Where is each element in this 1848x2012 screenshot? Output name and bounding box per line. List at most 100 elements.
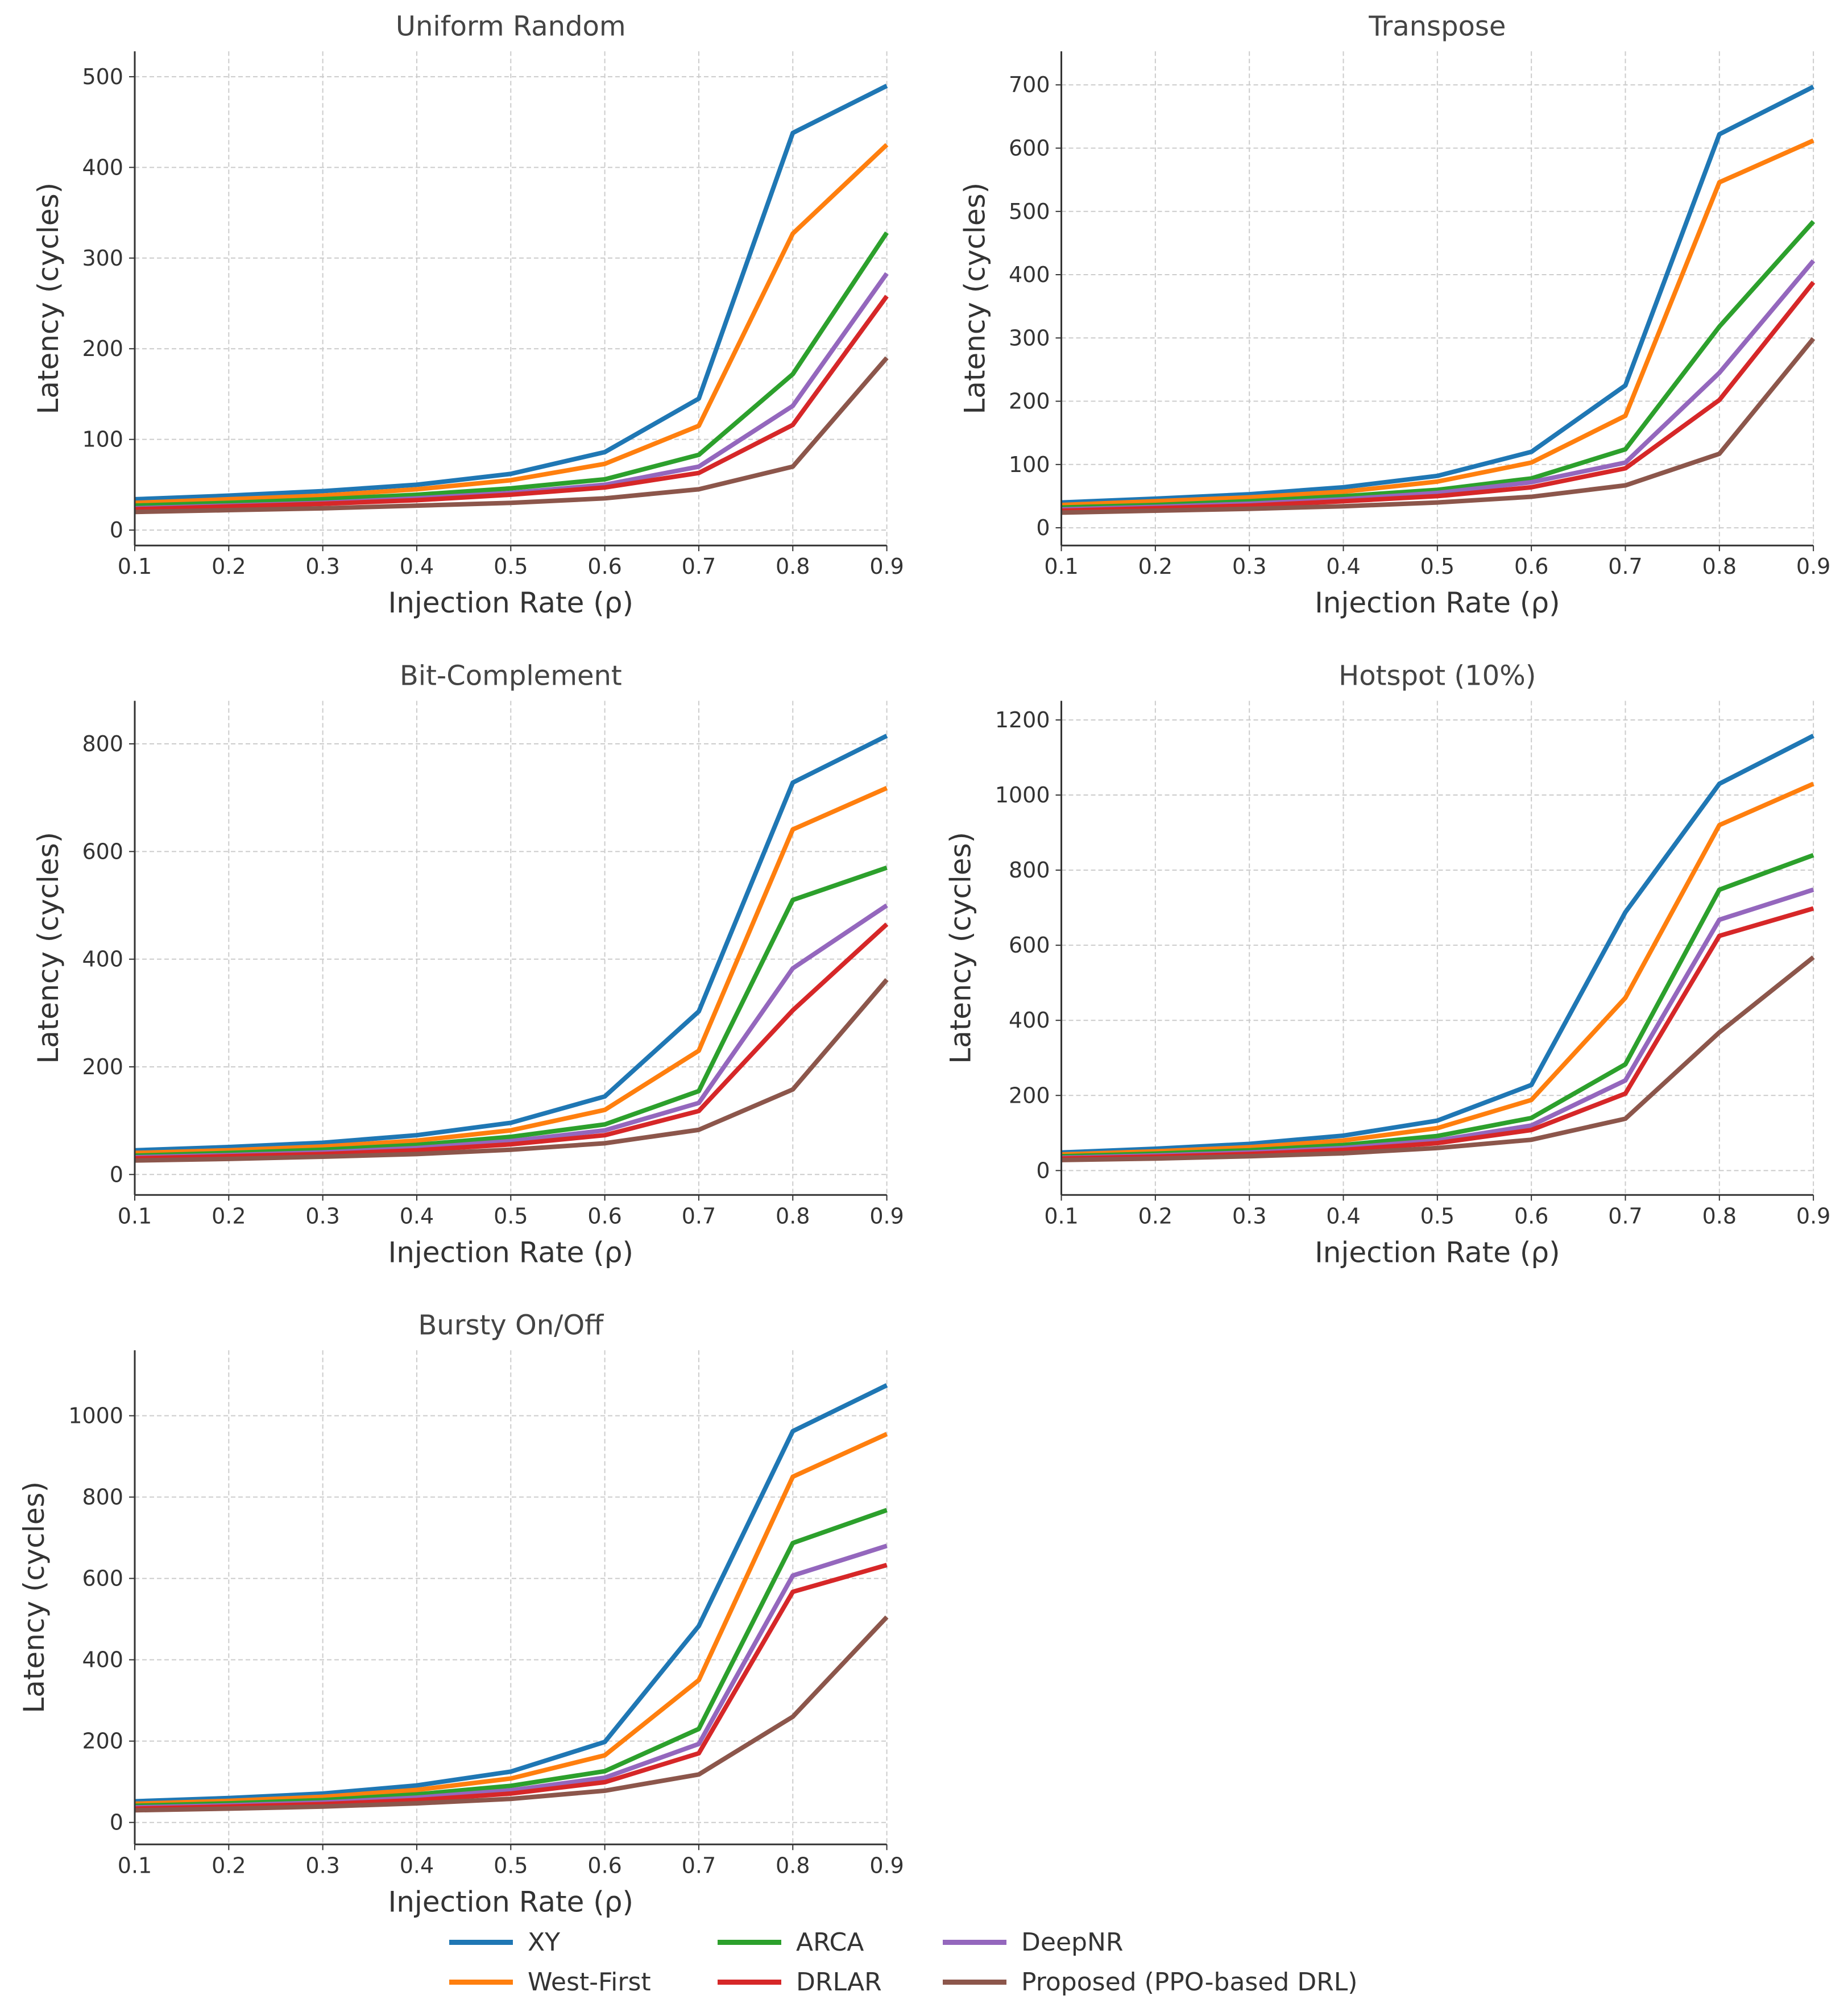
chart-panel-hotspot-10: 0.1 0.2 0.3 0.4 0.5 0.6 0.7 0.8 0.9 0 200 400 600 800… [944, 660, 1831, 1269]
x-tick-label: 0.7 [682, 1853, 716, 1878]
y-axis-label: Latency (cycles) [32, 183, 65, 415]
y-tick-label: 800 [82, 731, 123, 756]
x-tick-label: 0.9 [1796, 1203, 1830, 1228]
chart-title: Bit-Complement [400, 660, 622, 692]
legend-label: ARCA [796, 1927, 864, 1957]
y-tick-label: 700 [1009, 72, 1050, 97]
x-tick-label: 0.1 [118, 1853, 152, 1878]
series-line-xy [134, 84, 888, 502]
legend-item-drlar: DRLAR [718, 1965, 882, 1999]
x-axis-label: Injection Rate (ρ) [1315, 586, 1560, 619]
series-line-xy [1061, 85, 1814, 505]
y-tick-label: 800 [82, 1485, 123, 1510]
x-axis-label: Injection Rate (ρ) [388, 1885, 634, 1918]
y-tick-label: 1000 [68, 1404, 123, 1429]
x-tick-label: 0.4 [400, 1203, 434, 1228]
legend-label: West-First [528, 1967, 651, 1997]
legend: XY West-First ARCA DRLAR DeepNR Proposed… [449, 1925, 1416, 2010]
y-tick-label: 400 [1009, 1008, 1050, 1033]
series-line-arca [134, 865, 888, 1158]
x-tick-label: 0.8 [1702, 1203, 1737, 1228]
series-line-xy [1061, 734, 1814, 1155]
y-tick-label: 300 [1009, 325, 1050, 350]
series-line-xy [134, 734, 888, 1153]
x-tick-label: 0.7 [682, 554, 716, 579]
y-axis-label: Latency (cycles) [944, 832, 977, 1064]
y-tick-label: 400 [1009, 262, 1050, 287]
legend-item-west-first: West-First [449, 1965, 651, 1999]
x-tick-label: 0.6 [587, 554, 621, 579]
x-tick-label: 0.4 [1326, 1203, 1360, 1228]
y-tick-label: 600 [82, 839, 123, 864]
x-tick-label: 0.6 [587, 1853, 621, 1878]
legend-line-drlar [718, 1979, 781, 1985]
y-axis-label: Latency (cycles) [18, 1481, 51, 1713]
x-tick-label: 0.6 [1514, 1203, 1548, 1228]
y-tick-label: 600 [1009, 136, 1050, 161]
x-tick-label: 0.3 [1232, 1203, 1266, 1228]
x-tick-label: 0.5 [494, 1853, 528, 1878]
y-tick-label: 600 [1009, 933, 1050, 958]
x-tick-label: 0.2 [212, 554, 246, 579]
x-tick-label: 0.1 [118, 554, 152, 579]
y-tick-label: 800 [1009, 858, 1050, 883]
x-tick-label: 0.8 [1702, 554, 1737, 579]
legend-item-proposed: Proposed (PPO-based DRL) [943, 1965, 1357, 1999]
x-tick-label: 0.2 [1138, 554, 1172, 579]
legend-line-proposed [943, 1979, 1006, 1985]
x-tick-label: 0.7 [682, 1203, 716, 1228]
legend-label: Proposed (PPO-based DRL) [1021, 1967, 1358, 1997]
chart-title: Transpose [1368, 10, 1506, 42]
y-axis-label: Latency (cycles) [959, 183, 992, 415]
legend-item-xy: XY [449, 1925, 560, 1959]
x-tick-label: 0.4 [400, 1853, 434, 1878]
x-tick-label: 0.9 [869, 1853, 904, 1878]
x-tick-label: 0.1 [118, 1203, 152, 1228]
series-line-proposed-ppo-based-drl [134, 356, 889, 515]
series-line-arca [134, 1508, 888, 1808]
y-tick-label: 100 [1009, 452, 1050, 477]
x-tick-label: 0.1 [1044, 554, 1078, 579]
x-tick-label: 0.1 [1044, 1203, 1078, 1228]
y-tick-label: 0 [1036, 515, 1050, 540]
chart-title: Uniform Random [396, 10, 626, 42]
series-line-proposed-ppo-based-drl [134, 1615, 889, 1813]
x-tick-label: 0.8 [776, 1853, 810, 1878]
x-tick-label: 0.2 [1138, 1203, 1172, 1228]
x-tick-label: 0.3 [305, 1853, 339, 1878]
chart-title: Bursty On/Off [418, 1309, 604, 1341]
x-tick-label: 0.6 [587, 1203, 621, 1228]
x-tick-label: 0.8 [776, 1203, 810, 1228]
chart-panel-bit-complement: 0.1 0.2 0.3 0.4 0.5 0.6 0.7 0.8 0.9 0 200 400 600 800… [32, 660, 904, 1269]
y-tick-label: 0 [110, 518, 123, 543]
legend-item-arca: ARCA [718, 1925, 864, 1959]
series-line-west-first [134, 143, 889, 506]
x-axis-label: Injection Rate (ρ) [388, 586, 634, 619]
chart-panel-uniform-random: 0.1 0.2 0.3 0.4 0.5 0.6 0.7 0.8 0.9 0 100 200 300 400… [32, 10, 904, 619]
legend-label: DRLAR [796, 1967, 882, 1997]
y-tick-label: 400 [82, 947, 123, 972]
x-tick-label: 0.5 [1420, 554, 1455, 579]
y-tick-label: 600 [82, 1566, 123, 1591]
y-tick-label: 400 [82, 1647, 123, 1672]
legend-line-arca [718, 1939, 781, 1945]
x-tick-label: 0.9 [1796, 554, 1830, 579]
legend-line-deepnr [943, 1939, 1006, 1945]
series-line-west-first [134, 1432, 888, 1806]
x-axis-label: Injection Rate (ρ) [388, 1236, 634, 1269]
y-tick-label: 200 [82, 1054, 123, 1079]
x-tick-label: 0.5 [494, 554, 528, 579]
y-tick-label: 0 [1036, 1158, 1050, 1183]
y-tick-label: 300 [82, 246, 123, 271]
x-tick-label: 0.7 [1608, 1203, 1642, 1228]
chart-title: Hotspot (10%) [1339, 660, 1536, 692]
x-tick-label: 0.9 [869, 554, 904, 579]
legend-line-west-first [449, 1979, 513, 1985]
x-tick-label: 0.4 [400, 554, 434, 579]
series-line-proposed-ppo-based-drl [134, 978, 889, 1163]
legend-line-xy [449, 1939, 513, 1945]
y-tick-label: 1000 [995, 783, 1050, 808]
x-tick-label: 0.4 [1326, 554, 1360, 579]
series-line-xy [134, 1383, 888, 1804]
series-line-drlar [134, 295, 889, 512]
